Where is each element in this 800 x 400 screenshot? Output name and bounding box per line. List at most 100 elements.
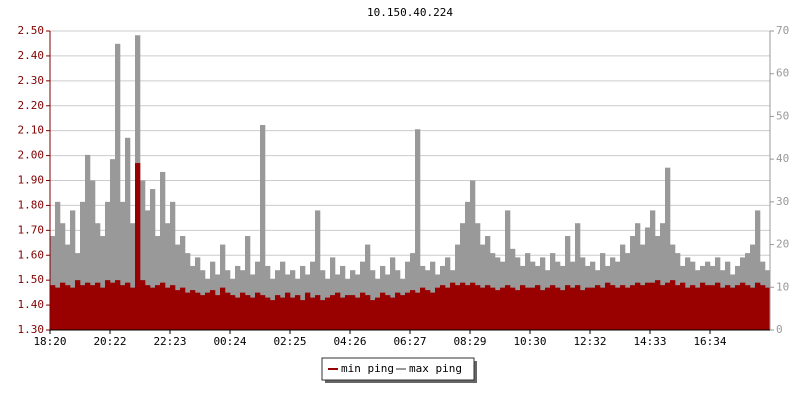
bar (760, 285, 766, 330)
y-tick-label: 1.60 (18, 248, 45, 261)
bar (665, 167, 671, 330)
bar (375, 297, 381, 330)
bar (370, 300, 376, 330)
x-tick-label: 16:34 (693, 335, 726, 348)
y2-tick-label: 0 (776, 323, 783, 336)
bar (335, 292, 341, 330)
x-tick-label: 08:29 (453, 335, 486, 348)
bar (690, 285, 696, 330)
bar (605, 282, 611, 330)
bar (470, 180, 476, 330)
bar (500, 287, 506, 330)
bar (395, 292, 401, 330)
bar (150, 189, 156, 330)
bar (135, 163, 141, 330)
bar (160, 282, 166, 330)
bar (520, 285, 526, 330)
bar (190, 290, 196, 330)
bar (755, 282, 761, 330)
y2-tick-label: 60 (776, 67, 789, 80)
bar (100, 287, 106, 330)
y2-tick-label: 20 (776, 238, 789, 251)
bar (655, 280, 661, 330)
bar (710, 285, 716, 330)
bar (455, 285, 461, 330)
bar (250, 297, 256, 330)
bar (260, 295, 266, 330)
bar (480, 287, 486, 330)
bar (175, 290, 181, 330)
bar (350, 295, 356, 330)
bar (180, 287, 186, 330)
bar (245, 236, 251, 330)
bar (180, 236, 186, 330)
bar (50, 285, 56, 330)
bar (55, 201, 61, 330)
bar (425, 290, 431, 330)
bar (125, 137, 131, 330)
bar (345, 295, 351, 330)
bar (235, 297, 241, 330)
bar (105, 201, 111, 330)
bar (415, 292, 421, 330)
bar (175, 244, 181, 330)
bar (650, 282, 656, 330)
bar (465, 285, 471, 330)
bar (695, 287, 701, 330)
bar (280, 261, 286, 330)
bar (165, 223, 171, 330)
y-tick-label: 1.70 (18, 223, 45, 236)
bar (100, 236, 106, 330)
x-tick-label: 02:25 (273, 335, 306, 348)
x-tick-label: 06:27 (393, 335, 426, 348)
bar (555, 287, 561, 330)
bar (620, 285, 626, 330)
chart-title: 10.150.40.224 (367, 6, 453, 19)
bar (440, 285, 446, 330)
bar (575, 223, 581, 330)
bar (315, 210, 321, 330)
bar (750, 287, 756, 330)
bar (280, 297, 286, 330)
y-tick-label: 2.00 (18, 149, 45, 162)
bar (90, 180, 96, 330)
bar (265, 297, 271, 330)
x-tick-label: 04:26 (333, 335, 366, 348)
bar (720, 287, 726, 330)
bar (485, 285, 491, 330)
bar (570, 287, 576, 330)
bar (485, 236, 491, 330)
x-tick-label: 12:32 (573, 335, 606, 348)
bar (430, 292, 436, 330)
y-tick-label: 2.10 (18, 124, 45, 137)
bar (155, 236, 161, 330)
bar (95, 282, 101, 330)
bar (365, 244, 371, 330)
bar (390, 297, 396, 330)
bar (300, 265, 306, 330)
bar (745, 285, 751, 330)
bar (60, 223, 66, 330)
bar (160, 171, 166, 330)
bar (140, 180, 146, 330)
bar (60, 282, 66, 330)
bar (310, 261, 316, 330)
bar (125, 282, 131, 330)
bar (630, 236, 636, 330)
bar (300, 300, 306, 330)
y-tick-label: 2.50 (18, 24, 45, 37)
x-tick-label: 14:33 (633, 335, 666, 348)
bar (645, 227, 651, 330)
bar (380, 292, 386, 330)
bar (515, 290, 521, 330)
bar (475, 285, 481, 330)
bar (170, 285, 176, 330)
bar (185, 292, 191, 330)
bar (340, 297, 346, 330)
bar (635, 223, 641, 330)
bar (470, 282, 476, 330)
bar (365, 295, 371, 330)
bar (705, 285, 711, 330)
y-tick-label: 1.40 (18, 298, 45, 311)
